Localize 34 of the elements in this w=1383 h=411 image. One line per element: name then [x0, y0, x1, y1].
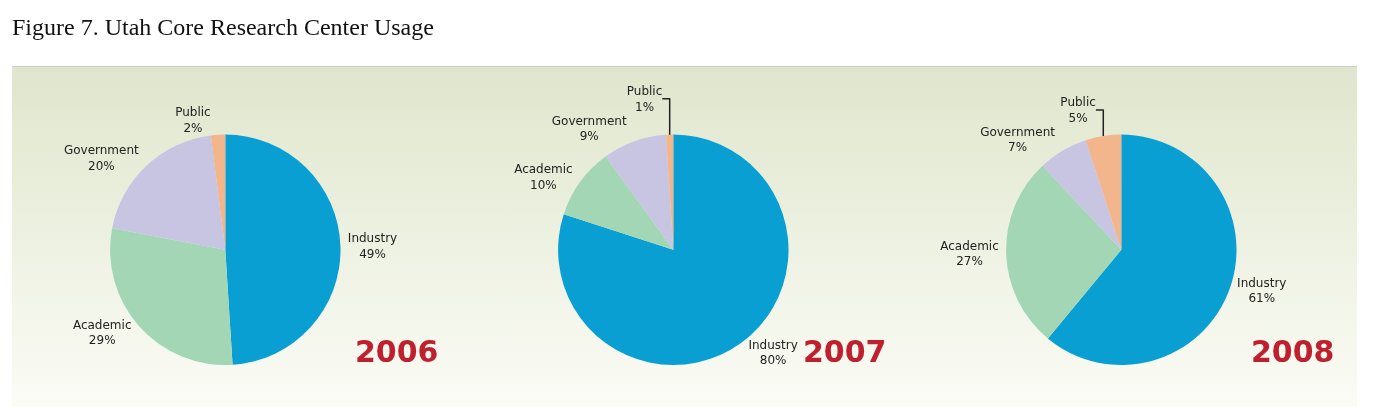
data-label: 9%: [579, 129, 599, 144]
data-label: 5%: [1068, 110, 1088, 125]
slice-label: Academic: [940, 238, 999, 253]
data-label: 10%: [530, 177, 557, 192]
slice-label: Industry: [748, 337, 798, 352]
pie-slice: [1042, 140, 1122, 250]
slice-label: Government: [980, 124, 1056, 139]
slice-label: Public: [1060, 95, 1096, 110]
text: 2008: [1251, 334, 1335, 369]
data-label: 1%: [635, 99, 655, 114]
slice-label: Public: [626, 83, 663, 98]
slice-label: Academic: [514, 162, 573, 177]
pie-slice: [1085, 134, 1122, 250]
data-label: 20%: [88, 158, 115, 173]
data-label: 2%: [183, 120, 203, 135]
data-label: 49%: [359, 246, 386, 261]
slice-label: Industry: [347, 231, 398, 246]
slice-label: Government: [551, 113, 627, 128]
pie-slice: [605, 134, 674, 250]
text: 2006: [355, 334, 439, 369]
caption: Figure 7. Utah Core Research Center Usage: [12, 14, 434, 41]
data-label: 29%: [88, 333, 116, 348]
text: 2007: [803, 334, 887, 369]
data-label: 61%: [1248, 291, 1276, 306]
slice-label: Government: [63, 143, 140, 158]
data-label: 27%: [956, 254, 983, 269]
data-label: 80%: [759, 353, 787, 368]
slice-label: Industry: [1237, 275, 1287, 290]
pie-slice: [1006, 165, 1122, 339]
pie-slice: [225, 134, 341, 365]
pie-slice: [1047, 134, 1237, 365]
data-label: 7%: [1008, 140, 1028, 155]
slice-label: Public: [175, 105, 211, 120]
slice-label: Academic: [72, 317, 132, 332]
